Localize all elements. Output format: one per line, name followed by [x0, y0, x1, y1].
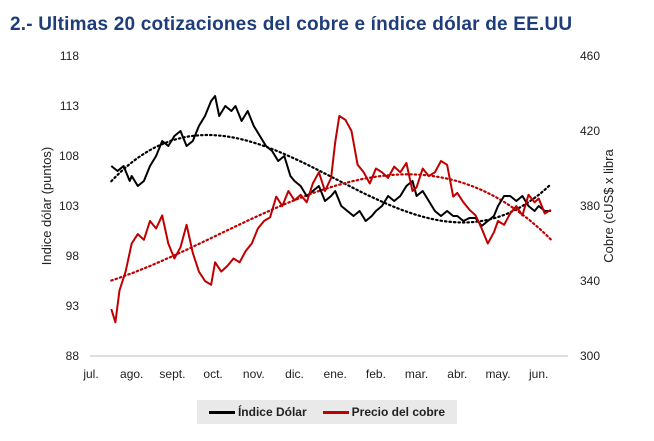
x-tick-label: sept.	[159, 367, 185, 381]
x-tick-label: abr.	[447, 367, 467, 381]
y-right-tick-label: 340	[580, 274, 600, 288]
legend-item-precio-cobre: Precio del cobre	[322, 405, 446, 419]
trendlines	[110, 133, 552, 282]
series-line-indice-dolar	[110, 95, 551, 227]
x-tick-label: may.	[485, 367, 510, 381]
y-left-tick-label: 88	[66, 349, 80, 363]
y-left-tick-label: 98	[66, 249, 80, 263]
legend-swatch-precio-cobre	[322, 410, 349, 414]
legend: Índice Dólar Precio del cobre	[197, 400, 457, 424]
y-right-tick-label: 420	[580, 124, 600, 138]
legend-label-precio-cobre: Precio del cobre	[351, 405, 446, 419]
x-tick-label: ene.	[324, 367, 347, 381]
y-right-tick-label: 380	[580, 199, 600, 213]
x-tick-label: ago.	[120, 367, 143, 381]
series-lines	[110, 95, 552, 324]
y-right-tick-label: 300	[580, 349, 600, 363]
y-right-tick-label: 460	[580, 49, 600, 63]
x-tick-label: dic.	[285, 367, 304, 381]
x-tick-label: mar.	[405, 367, 428, 381]
page-title: 2.- Ultimas 20 cotizaciones del cobre e …	[10, 14, 573, 35]
y-left-tick-label: 113	[60, 99, 79, 113]
legend-label-indice-dolar: Índice Dólar	[237, 405, 307, 419]
y-left-tick-label: 93	[66, 299, 80, 313]
x-tick-label: feb.	[366, 367, 386, 381]
y-right-axis-label: Cobre (cUS$ x libra	[601, 149, 616, 263]
x-tick-label: jul.	[82, 367, 98, 381]
right-axis-ticks: 460 420 380 340 300	[580, 49, 600, 363]
x-tick-label: oct.	[203, 367, 222, 381]
x-tick-label: nov.	[243, 367, 265, 381]
x-tick-label: jun.	[528, 367, 548, 381]
y-left-tick-label: 103	[59, 199, 79, 213]
y-left-tick-label: 108	[59, 149, 79, 163]
legend-swatch-indice-dolar	[208, 410, 235, 414]
legend-item-indice-dolar: Índice Dólar	[208, 405, 307, 419]
x-axis-ticks: jul. ago. sept. oct. nov. dic. ene. feb. mar. abr…	[82, 367, 548, 381]
series-line-precio-cobre	[110, 115, 552, 324]
y-left-tick-label: 118	[60, 49, 79, 63]
left-axis-ticks: 118 113 108 103 98 93 88	[59, 49, 79, 363]
trendline-precio-cobre	[110, 173, 552, 282]
y-left-axis-label: Indice dólar (puntos)	[39, 147, 54, 266]
